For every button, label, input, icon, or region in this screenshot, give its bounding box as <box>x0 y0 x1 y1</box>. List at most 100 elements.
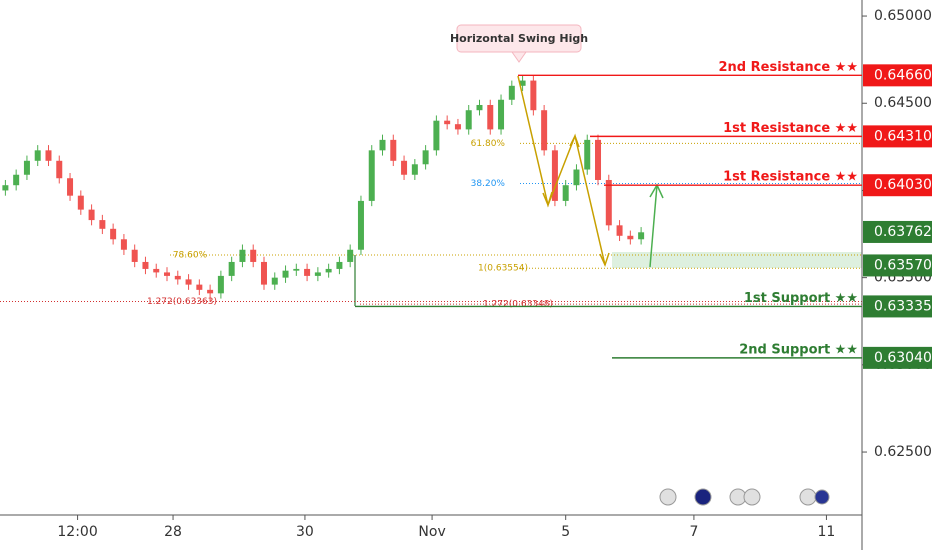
candle-body <box>498 99 505 130</box>
fib-label: 1.272(0.63363) <box>147 297 217 307</box>
candle-body <box>465 110 472 130</box>
candle-body <box>336 261 343 269</box>
candle-body <box>411 164 418 175</box>
candle-body <box>314 272 321 276</box>
level-name: 2nd Resistance ★★ <box>719 60 859 75</box>
level-name: 1st Resistance ★★ <box>723 170 858 185</box>
price-tag-label: 0.64660 <box>874 67 932 83</box>
candle-body <box>99 220 106 229</box>
candle-body <box>271 277 278 285</box>
price-tag-box <box>863 254 932 277</box>
candle-body <box>508 85 515 100</box>
candle-body <box>616 225 623 236</box>
candle-body <box>164 272 171 276</box>
price-tag-box <box>863 295 932 318</box>
callout-pointer <box>511 51 527 63</box>
candle-body <box>605 179 612 226</box>
candle-body <box>185 279 192 285</box>
candle-body <box>260 261 267 285</box>
candle-body <box>110 228 117 240</box>
price-tag-box <box>863 125 932 148</box>
candle-body <box>401 160 408 175</box>
candle-body <box>228 261 235 276</box>
candle-body <box>88 209 95 221</box>
arrow-head <box>569 134 580 148</box>
event-icon <box>694 488 712 506</box>
y-tick-label: 0.65000 <box>874 8 932 24</box>
x-tick-label: Nov <box>418 524 445 540</box>
zigzag <box>517 75 606 266</box>
candle-body <box>13 174 20 186</box>
candle-body <box>390 139 397 161</box>
candle-body <box>34 150 41 161</box>
fib-label: 61.80% <box>471 139 506 149</box>
event-icon <box>659 488 677 506</box>
arrow-head <box>599 252 610 268</box>
candle-body <box>239 249 246 262</box>
x-tick-label: 30 <box>296 524 314 540</box>
candle-body <box>595 139 602 180</box>
y-tick-label: 0.64500 <box>874 95 932 111</box>
candle-body <box>217 275 224 294</box>
price-tag-box <box>863 220 932 243</box>
candle-body <box>627 235 634 240</box>
candle-body <box>379 139 386 151</box>
level-name: 1st Resistance ★★ <box>723 121 858 136</box>
candle-body <box>357 200 364 250</box>
candle-body <box>444 120 451 125</box>
fib-label: 78.60% <box>173 250 208 260</box>
fib-label: 38.20% <box>471 179 506 189</box>
candle-body <box>562 185 569 201</box>
candle-body <box>196 284 203 290</box>
candle-body <box>304 268 311 276</box>
candle-body <box>77 195 84 210</box>
price-tag-box <box>863 174 932 197</box>
price-tag-label: 0.63335 <box>874 298 932 314</box>
level-name: 1st Support ★★ <box>744 291 858 306</box>
arrow-head <box>542 191 553 208</box>
candle-body <box>487 104 494 130</box>
candle-body <box>584 139 591 170</box>
price-tag-label: 0.64310 <box>874 128 932 144</box>
candle-body <box>638 232 645 240</box>
x-tick-label: 12:00 <box>57 524 97 540</box>
candle-body <box>476 104 483 111</box>
candle-body <box>2 185 9 191</box>
candle-body <box>422 150 429 165</box>
candle-body <box>530 80 537 111</box>
event-icon <box>814 489 830 505</box>
candle-body <box>174 275 181 280</box>
x-tick-label: 11 <box>818 524 836 540</box>
support-zone <box>612 252 862 268</box>
candle-body <box>207 289 214 294</box>
candle-body <box>454 124 461 130</box>
candle-body <box>142 261 149 269</box>
candle-body <box>282 270 289 278</box>
candle-body <box>23 160 30 175</box>
candle-body <box>325 268 332 273</box>
candle-body <box>573 169 580 186</box>
candle-body <box>120 239 127 250</box>
candle-body <box>433 120 440 151</box>
arrow-shaft <box>649 184 658 268</box>
x-tick-label: 7 <box>689 524 698 540</box>
event-icon <box>743 488 761 506</box>
wave-arrows <box>517 75 610 268</box>
plot-area: 61.80% 38.20% 1(0.63554) 1.272(0.63348) 1.27… <box>0 75 862 310</box>
candle-body <box>551 150 558 201</box>
x-tick-label: 5 <box>561 524 570 540</box>
candle-body <box>293 268 300 271</box>
candle-body <box>131 249 138 262</box>
candle-body <box>541 110 548 151</box>
callout-text: Horizontal Swing High <box>450 32 588 45</box>
y-tick-label: 0.62500 <box>874 444 932 460</box>
fib-label: 1(0.63554) <box>478 264 528 274</box>
candle-body <box>250 249 257 262</box>
price-tag-label: 0.63762 <box>874 224 932 240</box>
candle-body <box>347 249 354 262</box>
candle-body <box>368 150 375 201</box>
price-tag-box <box>863 346 932 369</box>
candle-body <box>56 160 63 179</box>
